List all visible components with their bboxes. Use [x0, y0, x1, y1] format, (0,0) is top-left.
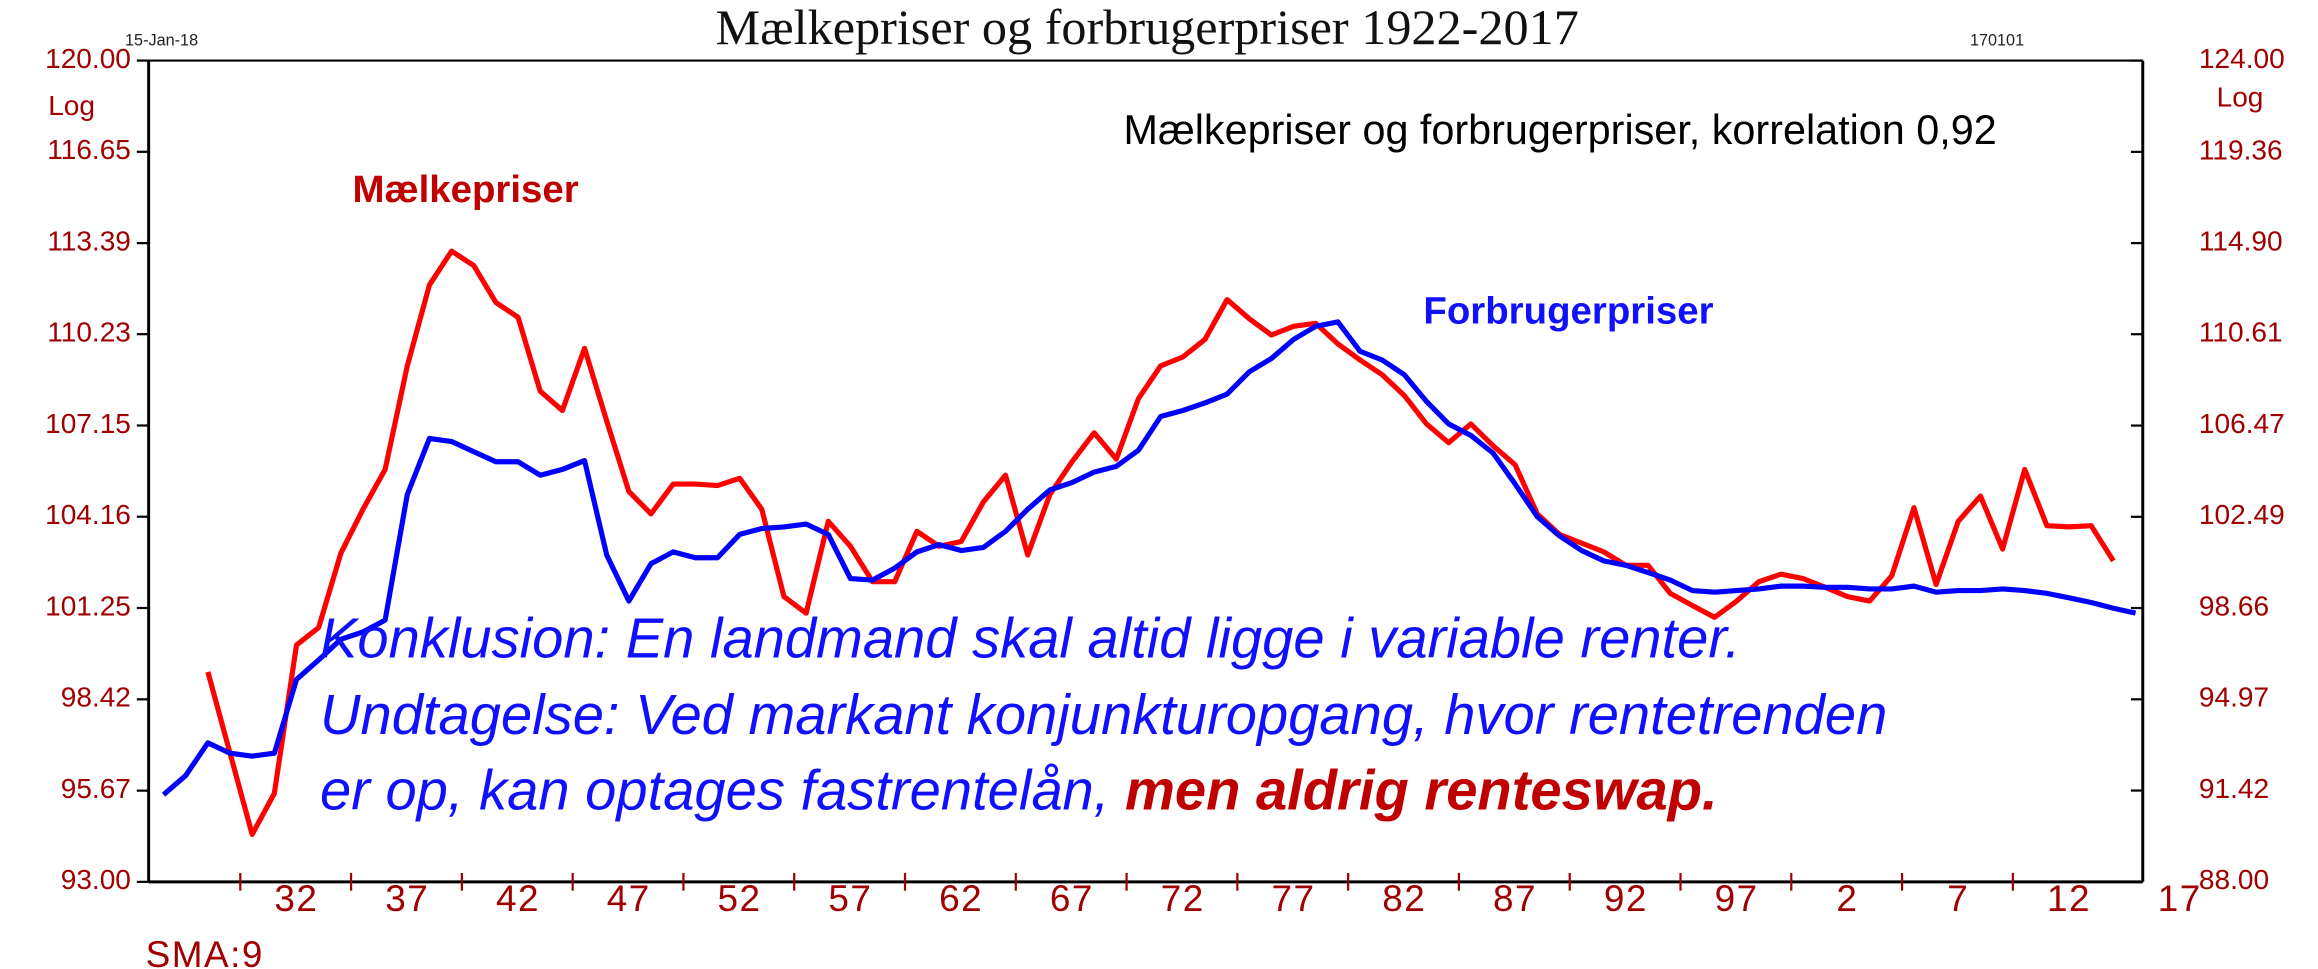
- x-tick-label: 72: [1161, 878, 1205, 919]
- y-tick-label: 120.00: [45, 43, 131, 74]
- y2-tick-label: 94.97: [2199, 682, 2269, 713]
- y-tick-label: 101.25: [45, 590, 131, 621]
- y2-tick-label: 88.00: [2199, 864, 2269, 895]
- x-tick-label: 42: [496, 878, 540, 919]
- y-tick-label: 110.23: [47, 317, 131, 348]
- conclusion-line: Undtagelse: Ved markant konjunkturopgang…: [320, 683, 1887, 746]
- conclusion-line: Konklusion: En landmand skal altid ligge…: [320, 606, 1741, 669]
- x-tick-label: 67: [1050, 878, 1094, 919]
- x-tick-label: 82: [1382, 878, 1426, 919]
- y-tick-label: 95.67: [61, 773, 131, 804]
- x-tick-label: 12: [2047, 878, 2091, 919]
- y2-scale-label: Log: [2217, 81, 2264, 112]
- y2-tick-label: 119.36: [2199, 134, 2283, 165]
- series-line: [205, 248, 2116, 838]
- y2-tick-label: 124.00: [2199, 43, 2285, 74]
- x-tick-label: 87: [1493, 878, 1537, 919]
- x-tick-label: 62: [939, 878, 983, 919]
- x-tick-label: 47: [607, 878, 651, 919]
- x-tick-label: 77: [1271, 878, 1315, 919]
- code-stamp: 170101: [1970, 32, 2024, 50]
- x-tick-label: 2: [1836, 878, 1858, 919]
- chart-title: Mælkepriser og forbrugerpriser 1922-2017: [716, 0, 1579, 55]
- y2-tick-label: 98.66: [2199, 590, 2269, 621]
- y-tick-label: 104.16: [45, 499, 131, 530]
- y-tick-label: 113.39: [47, 226, 131, 257]
- y-tick-label: 98.42: [61, 682, 131, 713]
- x-tick-label: 37: [385, 878, 429, 919]
- x-tick-label: 32: [274, 878, 318, 919]
- milk-label: Mælkepriser: [352, 168, 578, 211]
- y-tick-label: 107.15: [45, 408, 131, 439]
- conclusion-emphasis: men aldrig renteswap.: [1125, 759, 1718, 822]
- date-stamp: 15-Jan-18: [125, 32, 198, 50]
- series-line: [161, 319, 2137, 797]
- x-tick-label: 92: [1604, 878, 1648, 919]
- x-tick-label: 7: [1947, 878, 1969, 919]
- x-tick-label: 52: [718, 878, 762, 919]
- y-scale-label: Log: [48, 90, 95, 121]
- x-tick-label: 57: [828, 878, 872, 919]
- y2-tick-label: 106.47: [2199, 408, 2285, 439]
- cpi-label: Forbrugerpriser: [1423, 289, 1713, 332]
- x-tick-label: 97: [1715, 878, 1759, 919]
- x-tick-label: 17: [2158, 878, 2202, 919]
- y2-tick-label: 102.49: [2199, 499, 2285, 530]
- y2-tick-label: 110.61: [2199, 317, 2283, 348]
- smoothing-label: SMA:9: [146, 934, 264, 969]
- y-tick-label: 93.00: [61, 864, 131, 895]
- plot-area: [161, 248, 2137, 838]
- conclusion-line: er op, kan optages fastrentelån, men ald…: [320, 759, 1718, 822]
- y2-tick-label: 91.42: [2199, 773, 2269, 804]
- correlation-note: Mælkepriser og forbrugerpriser, korrelat…: [1124, 107, 1997, 153]
- conclusion-text: er op, kan optages fastrentelån,: [320, 759, 1125, 822]
- y-tick-label: 116.65: [47, 134, 131, 165]
- y2-tick-label: 114.90: [2199, 225, 2283, 256]
